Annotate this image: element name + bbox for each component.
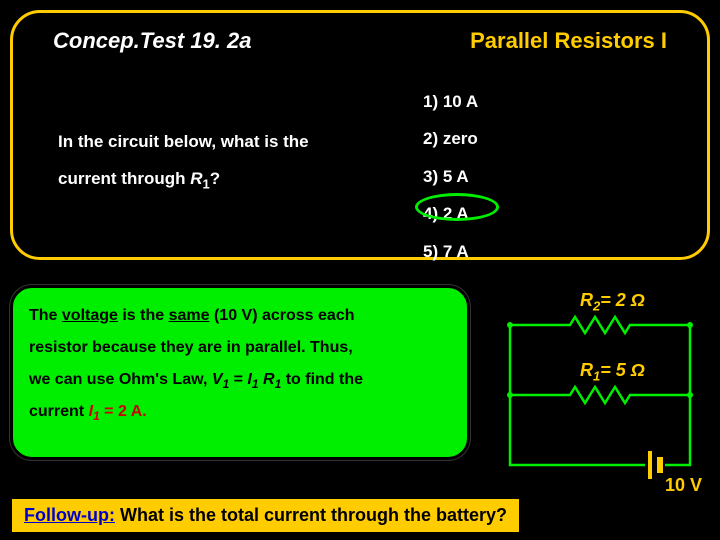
- exp-f2s: 1: [93, 409, 100, 423]
- exp-p1: The: [29, 307, 62, 324]
- question-line2: current through R1?: [58, 160, 309, 199]
- option-2: 2) zero: [423, 120, 478, 157]
- node-mr: [687, 392, 693, 398]
- exp-f1s2: 1: [252, 377, 259, 391]
- title-left: Concep.Test 19. 2a: [53, 28, 251, 54]
- question-qmark: ?: [210, 169, 220, 188]
- header-title-row: Concep.Test 19. 2a Parallel Resistors I: [13, 13, 707, 74]
- explanation-line2: resistor because they are in parallel. T…: [29, 332, 451, 364]
- header-box: Concep.Test 19. 2a Parallel Resistors I …: [10, 10, 710, 260]
- explanation-line3: we can use Ohm's Law, V1 = I1 R1 to find…: [29, 364, 451, 396]
- option-4-text: 4) 2 A: [423, 204, 469, 223]
- circuit-diagram: R2= 2 Ω R1= 5 Ω 10 V: [490, 285, 710, 505]
- node-tl: [507, 322, 513, 328]
- followup-label: Follow-up:: [24, 505, 115, 525]
- options-list: 1) 10 A 2) zero 3) 5 A 4) 2 A 5) 7 A: [423, 83, 478, 270]
- exp-f1a: V: [212, 371, 223, 388]
- exp-l3a: we can use Ohm's Law,: [29, 371, 212, 388]
- explanation-line4: current I1 = 2 A.: [29, 396, 451, 428]
- exp-f2b: = 2 A.: [100, 403, 147, 420]
- question-r-sub: 1: [203, 177, 210, 192]
- exp-p3: (10 V) across each: [210, 307, 355, 324]
- explanation-box: The voltage is the same (10 V) across ea…: [10, 285, 470, 460]
- exp-l4a: current: [29, 403, 89, 420]
- exp-f1c: R: [263, 371, 275, 388]
- followup-text: What is the total current through the ba…: [115, 505, 507, 525]
- exp-f1eq: =: [229, 371, 247, 388]
- wire-r1: [510, 387, 690, 403]
- exp-voltage: voltage: [62, 307, 118, 324]
- option-5: 5) 7 A: [423, 233, 478, 270]
- node-ml: [507, 392, 513, 398]
- question-r: R: [190, 169, 202, 188]
- title-right: Parallel Resistors I: [470, 28, 667, 54]
- circuit-svg: [490, 285, 710, 505]
- wire-outer: [510, 317, 690, 465]
- question-line2-a: current through: [58, 169, 190, 188]
- question-text: In the circuit below, what is the curren…: [58, 123, 309, 199]
- question-line1: In the circuit below, what is the: [58, 123, 309, 160]
- option-3: 3) 5 A: [423, 158, 478, 195]
- exp-same: same: [169, 307, 210, 324]
- option-4: 4) 2 A: [423, 195, 478, 232]
- node-tr: [687, 322, 693, 328]
- explanation-line1: The voltage is the same (10 V) across ea…: [29, 300, 451, 332]
- exp-l3b: to find the: [281, 371, 363, 388]
- option-1: 1) 10 A: [423, 83, 478, 120]
- exp-p2: is the: [118, 307, 169, 324]
- followup-box: Follow-up: What is the total current thr…: [12, 499, 519, 532]
